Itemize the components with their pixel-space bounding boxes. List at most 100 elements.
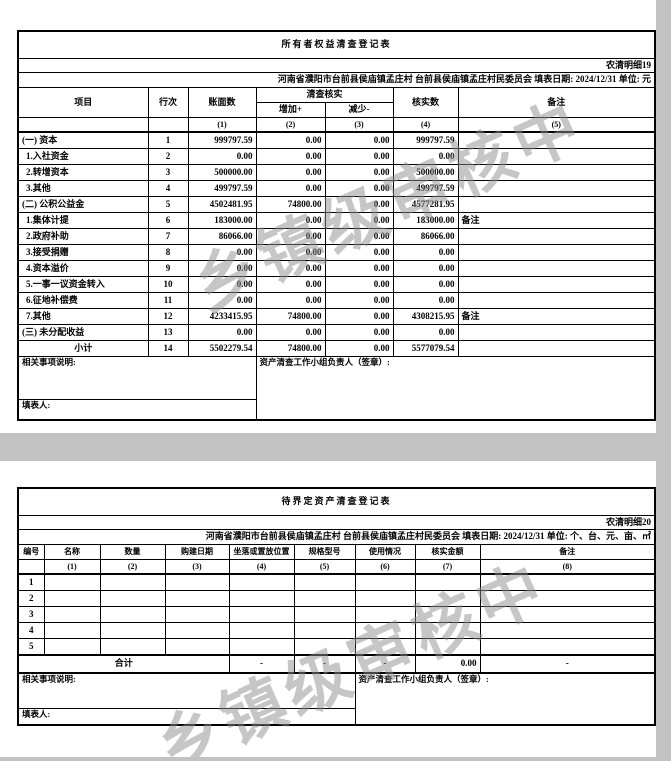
cell-line-no: 11 [147,292,189,309]
col-header-name: 名称 [43,544,101,560]
cell-verified-amount: 183000.00 [392,212,459,229]
cell-item: (二) 公积公益金 [17,196,149,213]
cell-empty [43,590,101,607]
table-row: 4 [17,622,656,639]
cell-verified-amount: 500000.00 [392,164,459,181]
table-row: 2 [17,590,656,607]
form-code: 农清明细19 [17,58,656,73]
cell-increase: 0.00 [255,244,326,261]
page-title: 待界定资产清查登记表 [17,487,656,516]
cell-empty [479,606,656,623]
col-header-book: 账面数 [187,87,257,118]
pending-assets-table: 待界定资产清查登记表 农清明细20 河南省濮阳市台前县侯庙镇孟庄村 台前县侯庙镇… [17,487,656,726]
cell-note [457,292,656,309]
cell-decrease: 0.00 [324,292,394,309]
cell-empty [164,573,230,591]
cell-increase: 0.00 [255,228,326,245]
cell-book-amount: 5502279.54 [187,340,257,357]
footer-row-preparer: 填表人: [17,708,655,726]
cell-item: 1.入社资金 [17,148,149,165]
table-row: 3.其他 4 499797.59 0.00 0.00 499797.59 [17,180,656,197]
cell-line-no: 1 [147,131,189,149]
table-row: 1.集体计提 6 183000.00 0.00 0.00 183000.00 备注 [17,212,656,229]
cell-note [457,340,656,357]
cell-decrease: 0.00 [324,340,394,357]
cell-empty [479,590,656,607]
cell-decrease: 0.00 [324,196,394,213]
page-pending-assets-form: 待界定资产清查登记表 农清明细20 河南省濮阳市台前县侯庙镇孟庄村 台前县侯庙镇… [0,461,656,757]
cell-empty [43,573,101,591]
col-num: (6) [354,559,416,575]
col-num: (8) [479,559,656,575]
cell-empty [293,590,356,607]
cell-verified-amount: 0.00 [392,244,459,261]
cell-decrease: 0.00 [324,260,394,277]
cell-empty [354,622,416,639]
col-header-location: 坐落或置放位置 [228,544,295,560]
cell-book-amount: 0.00 [187,292,257,309]
cell-note [457,260,656,277]
col-num: (5) [457,117,656,133]
equity-table: 所有者权益清查登记表 农清明细19 河南省濮阳市台前县侯庙镇孟庄村 台前县侯庙镇… [17,30,656,421]
cell-seq: 3 [17,606,45,623]
notes-label: 相关事项说明: [17,356,257,400]
cell-verified-amount: 0.00 [392,292,459,309]
table-row: (三) 未分配收益 13 0.00 0.00 0.00 0.00 [17,324,656,341]
cell-empty [354,638,416,656]
table-row: 1 [17,573,656,591]
cell-empty [43,638,101,656]
col-num: (1) [187,117,257,133]
cell-empty [479,573,656,591]
col-num-blank [17,117,149,133]
col-header-amount: 核实金额 [414,544,481,560]
total-note: - [479,654,656,674]
col-header-item: 项目 [17,87,149,118]
cell-book-amount: 0.00 [187,148,257,165]
col-header-spec: 规格型号 [293,544,356,560]
cell-empty [164,606,230,623]
cell-verified-amount: 499797.59 [392,180,459,197]
col-num: (3) [324,117,394,133]
table-title-row: 所有者权益清查登记表 [17,30,656,59]
cell-book-amount: 0.00 [187,324,257,341]
cell-seq: 4 [17,622,45,639]
table-row: 1.入社资金 2 0.00 0.00 0.00 0.00 [17,148,656,165]
col-num: (7) [414,559,481,575]
cell-empty [293,622,356,639]
form-code-row: 农清明细19 [17,58,656,73]
cell-note [457,164,656,181]
signature-label: 资产清查工作小组负责人（签章）: [354,672,656,726]
cell-increase: 74800.00 [255,308,326,325]
cell-line-no: 3 [147,164,189,181]
cell-item: 7.其他 [17,308,149,325]
cell-note [457,148,656,165]
page-title: 所有者权益清查登记表 [17,30,656,59]
footer-row-notes: 相关事项说明: 资产清查工作小组负责人（签章）: [17,356,656,421]
cell-item: 4.资本溢价 [17,260,149,277]
cell-verified-amount: 4577281.95 [392,196,459,213]
cell-increase: 0.00 [255,164,326,181]
header-row-2: 增加+ 减少- [18,102,655,118]
cell-empty [228,622,295,639]
cell-empty [99,590,166,607]
col-header-remark: 备注 [457,87,656,118]
cell-empty [414,590,481,607]
cell-decrease: 0.00 [324,148,394,165]
cell-increase: 74800.00 [255,340,326,357]
cell-empty [99,606,166,623]
total-location: - [228,654,295,674]
cell-book-amount: 183000.00 [187,212,257,229]
cell-decrease: 0.00 [324,164,394,181]
col-header-check-group: 清查核实 [255,87,394,103]
total-usage: - [354,654,416,674]
cell-empty [228,638,295,656]
cell-item: 1.集体计提 [17,212,149,229]
col-header-remark: 备注 [479,544,656,560]
cell-decrease: 0.00 [324,131,394,149]
col-num: (2) [99,559,166,575]
col-header-qty: 数量 [99,544,166,560]
header-row: 编号 名称 数量 购建日期 坐落或置放位置 规格型号 使用情况 核实金额 备注 [17,544,656,560]
cell-empty [99,573,166,591]
col-header-verified: 核实数 [392,87,459,118]
